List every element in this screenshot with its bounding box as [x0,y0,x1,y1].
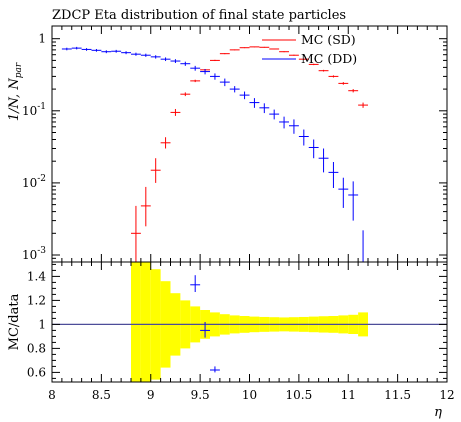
main-panel: 10-3 10-2 10-1 1 1/N, Npar MC (SD) MC (DD) [7,25,448,263]
x-axis-label: η [434,405,442,420]
ratio-y-tick-label: 1 [38,317,46,331]
series-sd [131,46,368,262]
x-tick-label: 10.5 [286,388,313,402]
x-tick-label: 11 [341,388,356,402]
main-series [61,46,368,263]
x-tick-label: 8 [48,388,56,402]
main-y-tick-label: 10-1 [22,102,46,118]
ratio-y-tick-label: 0.8 [27,341,46,355]
main-y-axis-label: 1/N, Npar [7,62,24,121]
ratio-series [190,275,220,373]
x-tick-label: 9.5 [191,388,210,402]
ratio-y-axis-label: MC/data [7,293,22,350]
main-y-tick-label: 1 [38,32,46,46]
ratio-panel: 8 8.5 9 9.5 10 10.5 11 11.5 12 0.6 0.8 1 1.2 1.4 MC/… [7,261,455,420]
chart-title: ZDCP Eta distribution of final state par… [52,8,346,23]
x-tick-label: 10 [242,388,257,402]
ratio-y-tick-label: 1.2 [27,293,46,307]
ratio-y-tick-label: 1.4 [27,269,46,283]
legend-label-dd: MC (DD) [301,51,357,66]
ratio-x-ticks: 8 8.5 9 9.5 10 10.5 11 11.5 12 [48,262,455,402]
main-y-tick-label: 10-2 [22,174,46,190]
x-tick-label: 11.5 [384,388,411,402]
main-frame [51,25,448,263]
x-tick-label: 12 [439,388,454,402]
uncertainty-band-bin [131,262,141,382]
ratio-y-tick-label: 0.6 [27,365,46,379]
main-y-ticks: 10-3 10-2 10-1 1 [22,32,447,263]
main-x-ticks [51,26,448,262]
series-dd [61,46,368,263]
main-y-tick-label: 10-3 [22,246,46,262]
ratio-y-ticks: 0.6 0.8 1 1.2 1.4 [27,263,447,379]
x-tick-label: 8.5 [92,388,111,402]
uncertainty-band-bin [140,262,151,382]
legend: MC (SD) MC (DD) [262,32,357,66]
ratio-band [131,262,368,382]
legend-label-sd: MC (SD) [301,32,356,47]
x-tick-label: 9 [147,388,155,402]
